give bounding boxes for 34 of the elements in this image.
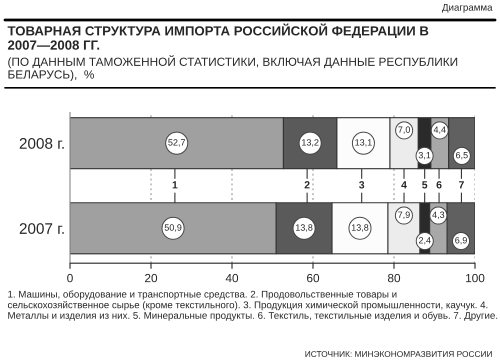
series-label: 5 xyxy=(422,181,428,189)
data-label: 7,0 xyxy=(398,126,410,134)
x-tick-label: 40 xyxy=(226,274,238,282)
series-label: 7 xyxy=(458,181,464,188)
chart-title: ТОВАРНАЯ СТРУКТУРА ИМПОРТА РОССИЙСКОЙ ФЕДЕРАЦИИ В 2007—2008 ГГ. xyxy=(8,23,428,50)
data-label: 13,2 xyxy=(302,139,318,147)
x-tick-label: 80 xyxy=(388,274,400,282)
data-label: 4,4 xyxy=(434,126,446,134)
y-tick-label: 2007 г. xyxy=(20,223,64,234)
data-label: 2,4 xyxy=(418,237,431,245)
text: Диаграмма xyxy=(442,4,493,13)
data-label: 13,8 xyxy=(352,224,368,232)
data-label: 6,9 xyxy=(455,237,467,245)
x-tick-label: 20 xyxy=(145,274,158,282)
text: 1. Машины, оборудование и транспортные средства. 2. Продовольственные товары и сельскохозяйственное сырье (кроме текстильного). 3. Продукция химической промышленности, каучук. 4. Металлы и изделия из них. 5. Минеральные продукты. 6. Текстиль, текстильные изделия и обувь. 7. Другие. xyxy=(8,290,498,321)
x-tick-label: 100 xyxy=(466,274,484,282)
data-label: 13,1 xyxy=(355,139,372,147)
series-label: 3 xyxy=(359,181,364,189)
data-label: 7,9 xyxy=(398,212,410,220)
data-label: 4,3 xyxy=(432,212,444,220)
x-tick-label: 0 xyxy=(67,274,73,282)
data-label: 50,9 xyxy=(164,224,182,232)
chart-subtitle: (ПО ДАННЫМ ТАМОЖЕННОЙ СТАТИСТИКИ, ВКЛЮЧАЯ ДАННЫЕ РЕСПУБЛИКИ БЕЛАРУСЬ), % xyxy=(8,55,458,81)
series-label: 4 xyxy=(401,181,407,188)
series-label: 2 xyxy=(304,181,310,188)
y-tick-label: 2008 г. xyxy=(20,138,64,149)
text: ИСТОЧНИК: МИНЭКОНОМРАЗВИТИЯ РОССИИ xyxy=(305,351,492,357)
series-label: 6 xyxy=(436,181,442,189)
series-label: 1 xyxy=(172,181,178,188)
x-tick-label: 60 xyxy=(307,274,320,282)
data-label: 52,7 xyxy=(168,139,186,147)
data-label: 3,1 xyxy=(418,152,430,160)
data-label: 13,8 xyxy=(296,224,312,232)
data-label: 6,5 xyxy=(456,152,468,160)
